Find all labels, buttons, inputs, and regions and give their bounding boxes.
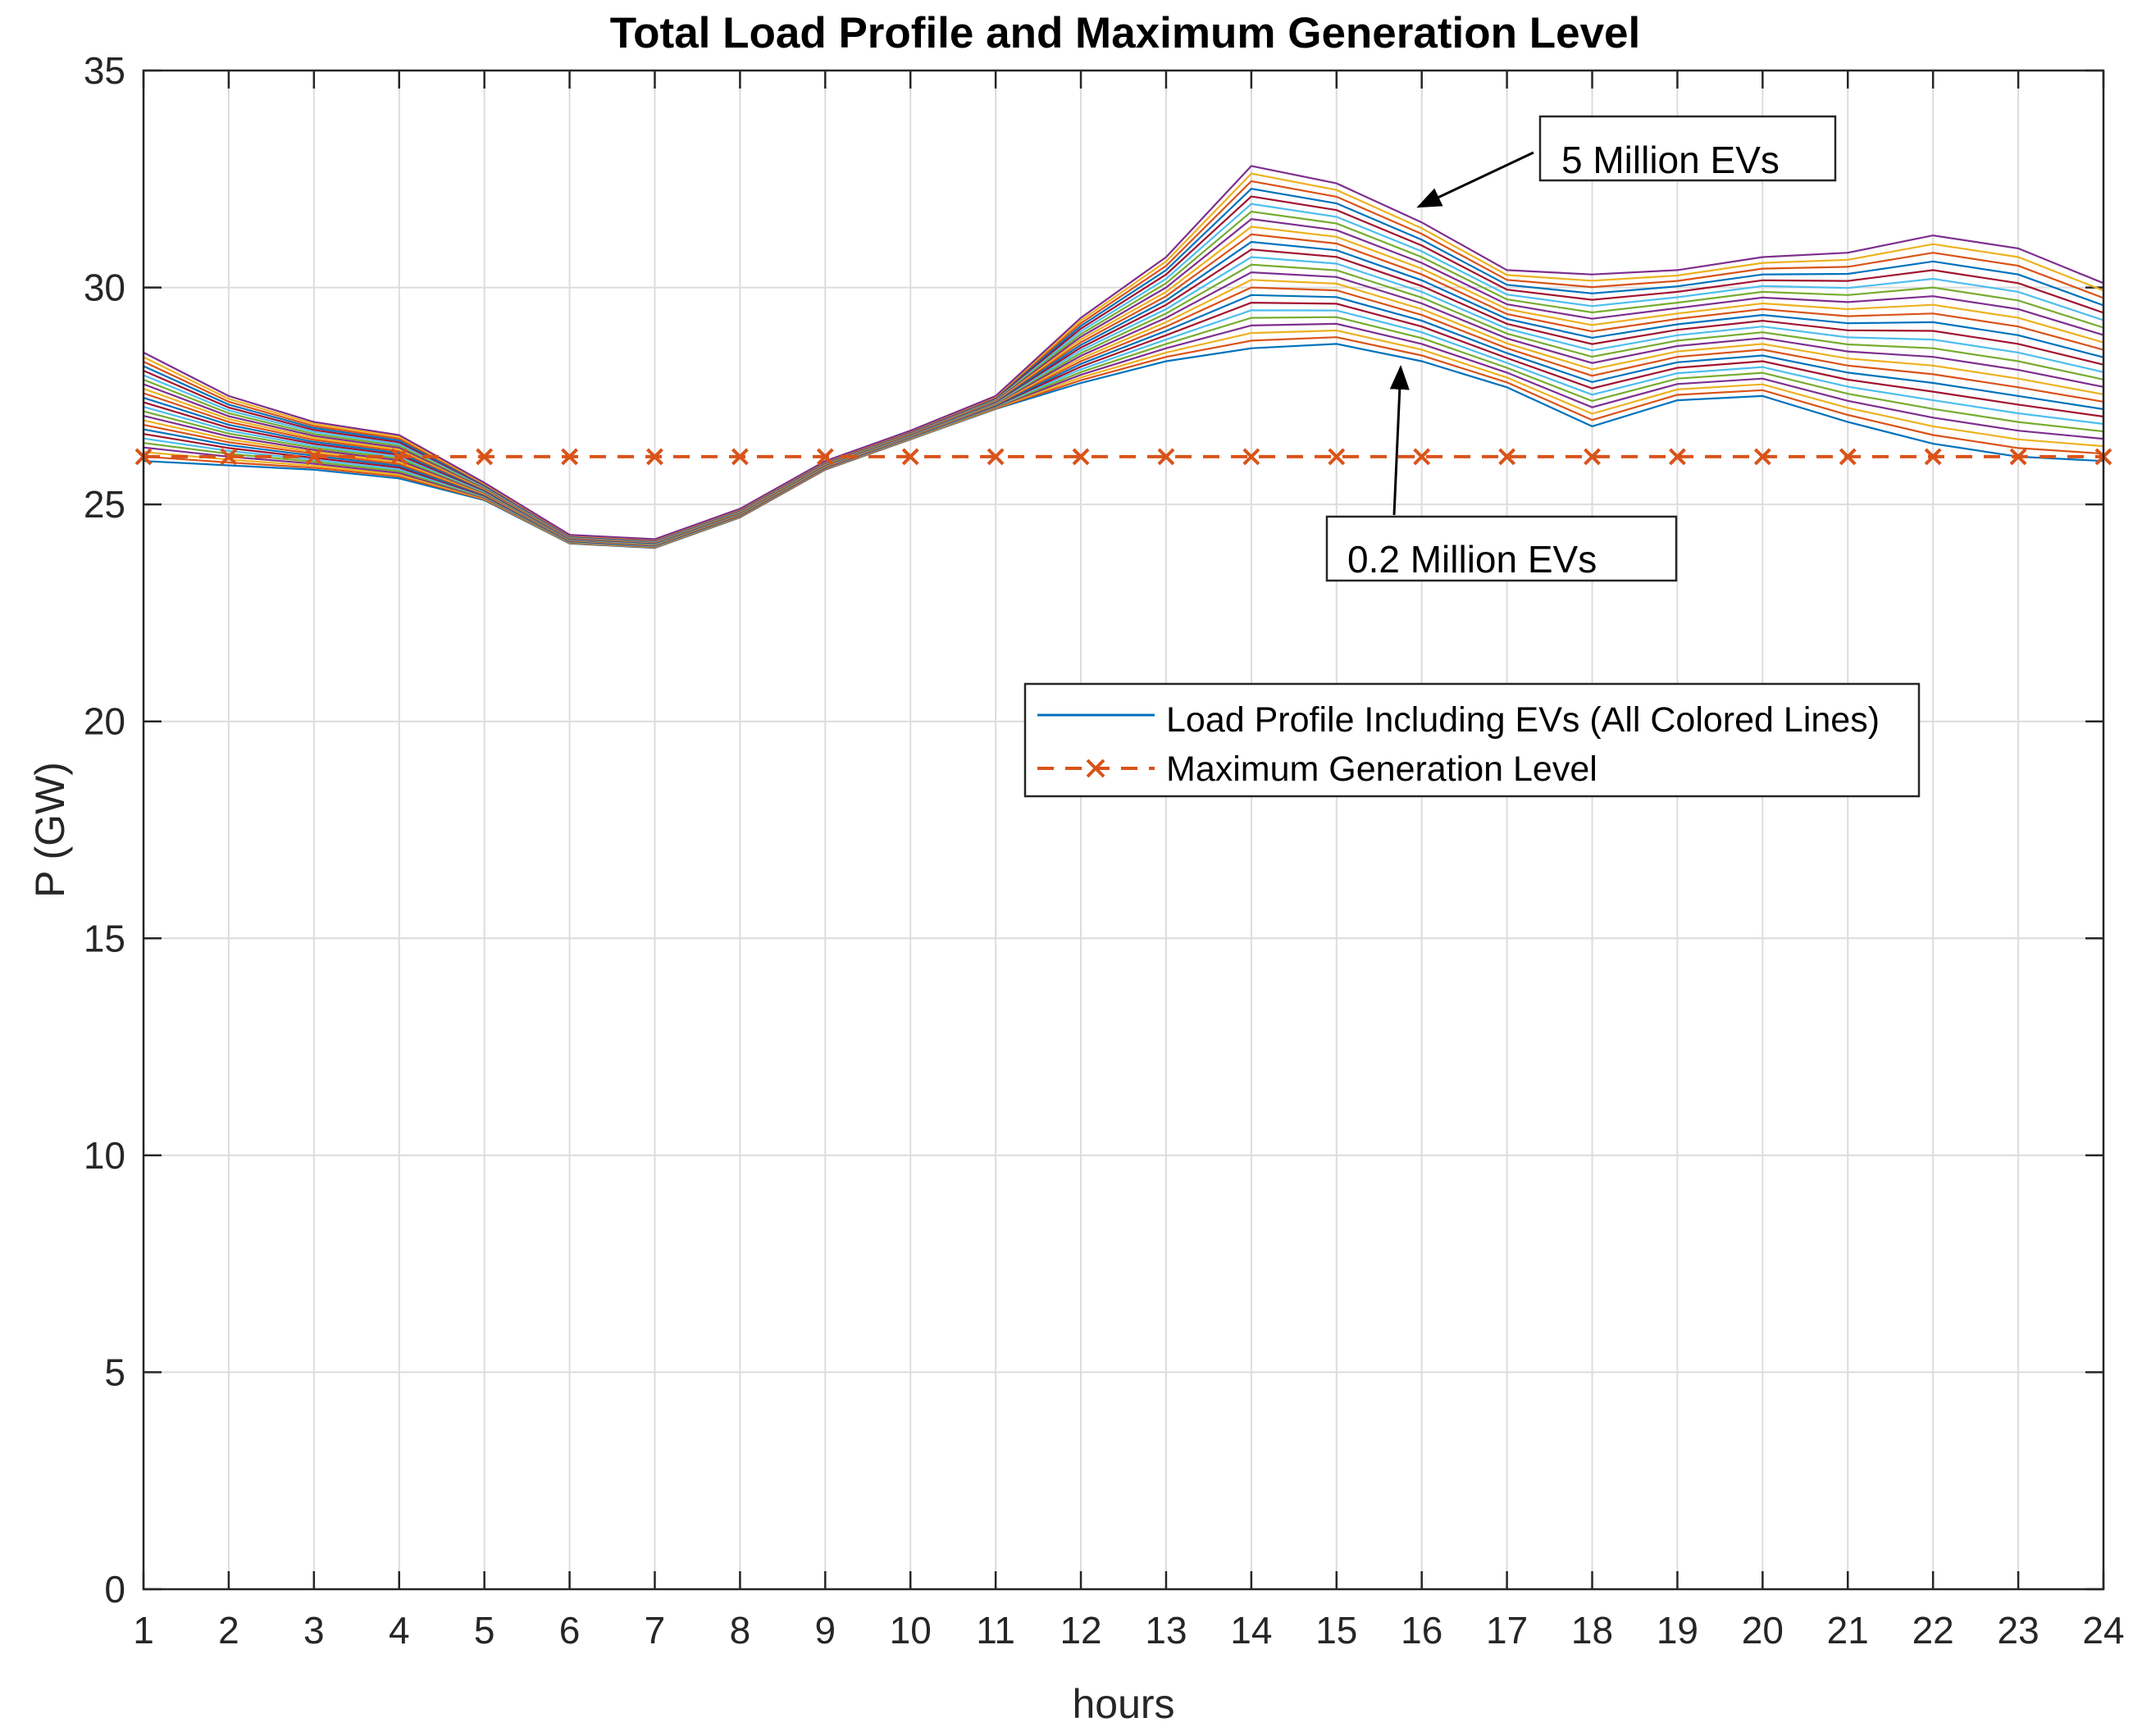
x-tick-label: 4 [389,1609,410,1652]
max-generation-marker [305,448,323,466]
max-generation-marker [1157,448,1175,466]
x-tick-label: 5 [474,1609,495,1652]
load-profile-line-25 [143,165,2104,540]
annotation-0p2m-text: 0.2 Million EVs [1347,538,1597,581]
y-tick-label: 30 [84,267,125,309]
legend: Load Profile Including EVs (All Colored … [1023,682,1921,798]
max-generation-marker [1498,448,1516,466]
x-tick-label: 20 [1742,1609,1784,1652]
y-tick-label: 5 [104,1351,125,1393]
x-tick-label: 10 [890,1609,932,1652]
max-generation-marker [646,448,663,466]
annotation-0p2m: 0.2 Million EVs [1325,365,1678,582]
max-generation-marker [731,448,749,466]
x-tick-label: 12 [1060,1609,1101,1652]
x-tick-label: 9 [815,1609,836,1652]
x-tick-label: 2 [218,1609,239,1652]
y-tick-label: 35 [84,49,125,92]
max-generation-marker [220,448,238,466]
x-tick-label: 6 [559,1609,581,1652]
max-generation-marker [901,448,919,466]
x-tick-label: 11 [976,1609,1015,1652]
max-generation-marker [1584,448,1601,466]
max-generation-marker [816,448,834,466]
y-axis-label: P (GW) [27,762,73,898]
load-profile-lines [143,165,2104,549]
max-generation-marker [476,448,494,466]
annotation-5m-arrow [1416,151,1534,208]
annotation-0p2m-arrow [1389,365,1410,516]
y-tick-label: 25 [84,483,125,526]
max-generation-marker [1242,448,1260,466]
x-tick-label: 19 [1657,1609,1698,1652]
annotation-5m-text: 5 Million EVs [1561,139,1780,181]
max-generation-marker [390,448,408,466]
max-generation-marker [1839,448,1857,466]
x-tick-label: 14 [1230,1609,1272,1652]
grid-lines [143,70,2104,1590]
x-tick-label: 1 [133,1609,154,1652]
x-tick-label: 3 [303,1609,325,1652]
legend-maxgen-label: Maximum Generation Level [1166,750,1597,789]
plot-frame [142,69,2105,1591]
x-tick-label: 23 [1998,1609,2039,1652]
x-tick-label: 15 [1315,1609,1357,1652]
max-generation-marker [1924,448,1942,466]
annotation-5m: 5 Million EVs [1416,115,1837,208]
annotation-5m-box [1538,115,1837,182]
x-axis: 1 2 3 4 5 6 7 8 9 10 11 12 13 14 15 16 17 18 19 20 21 22 23 24 [133,71,2125,1652]
x-tick-label: 13 [1145,1609,1187,1652]
max-generation-marker [1669,448,1686,466]
x-axis-label: hours [1072,1681,1174,1727]
max-generation-marker [1328,448,1346,466]
y-tick-label: 20 [84,700,125,743]
x-tick-label: 7 [645,1609,666,1652]
max-generation-line [134,448,2112,466]
y-axis: 0 5 10 15 20 25 30 35 [84,49,2103,1611]
legend-box [1023,682,1921,798]
max-generation-marker [1072,448,1090,466]
x-tick-label: 16 [1401,1609,1442,1652]
x-tick-label: 17 [1486,1609,1528,1652]
x-tick-label: 18 [1571,1609,1613,1652]
y-tick-label: 10 [84,1134,125,1177]
max-generation-marker [1413,448,1431,466]
legend-load-label: Load Profile Including EVs (All Colored … [1166,700,1880,740]
max-generation-marker [2009,448,2027,466]
y-tick-label: 15 [84,917,125,959]
x-tick-label: 22 [1912,1609,1954,1652]
x-tick-label: 21 [1827,1609,1869,1652]
max-generation-marker [1753,448,1771,466]
annotation-0p2m-box [1325,515,1678,582]
x-tick-label: 8 [730,1609,751,1652]
y-tick-label: 0 [104,1568,125,1611]
legend-maxgen-marker [1086,759,1105,778]
max-generation-marker [987,448,1005,466]
chart-title: Total Load Profile and Maximum Generatio… [610,9,1641,57]
max-generation-marker [561,448,578,466]
x-tick-label: 24 [2082,1609,2124,1652]
